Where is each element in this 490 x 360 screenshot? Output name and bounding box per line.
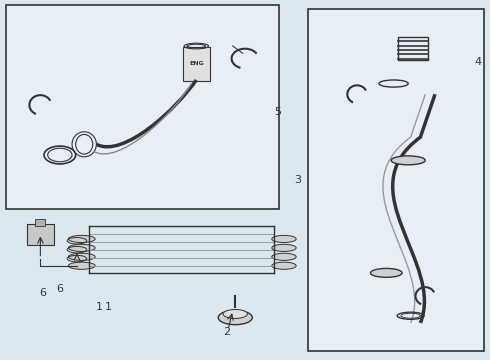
- Text: 6: 6: [39, 288, 46, 297]
- Text: 5: 5: [274, 107, 281, 117]
- Ellipse shape: [370, 269, 402, 277]
- Bar: [398, 37, 428, 60]
- FancyBboxPatch shape: [308, 9, 484, 351]
- Ellipse shape: [223, 310, 247, 319]
- Ellipse shape: [272, 262, 296, 269]
- Text: 4: 4: [474, 57, 481, 67]
- FancyBboxPatch shape: [183, 47, 210, 81]
- Ellipse shape: [272, 235, 296, 243]
- Text: 3: 3: [294, 175, 301, 185]
- Ellipse shape: [69, 262, 95, 269]
- Ellipse shape: [69, 235, 95, 243]
- Ellipse shape: [391, 156, 425, 165]
- Text: 2: 2: [223, 327, 230, 337]
- Text: ENG: ENG: [189, 62, 204, 66]
- FancyBboxPatch shape: [6, 5, 279, 208]
- FancyBboxPatch shape: [35, 219, 45, 226]
- Text: 1: 1: [105, 302, 112, 312]
- FancyBboxPatch shape: [27, 224, 53, 245]
- Ellipse shape: [69, 244, 95, 251]
- Ellipse shape: [218, 310, 252, 325]
- Ellipse shape: [272, 253, 296, 260]
- Text: 6: 6: [56, 284, 63, 294]
- Ellipse shape: [272, 244, 296, 251]
- Text: 1: 1: [96, 302, 102, 312]
- Ellipse shape: [69, 253, 95, 260]
